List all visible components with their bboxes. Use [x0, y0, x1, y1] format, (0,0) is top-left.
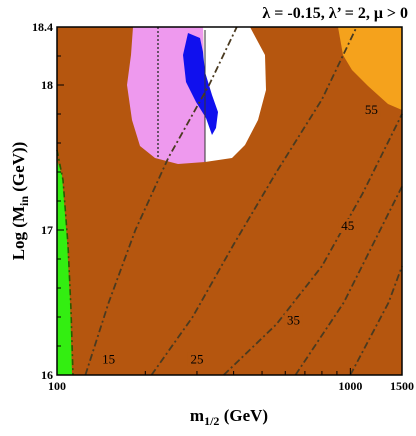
- chart-title: λ = -0.15, λ’ = 2, μ > 0: [262, 5, 408, 22]
- y-tick-label: 18.4: [32, 20, 53, 34]
- green-strip: [57, 160, 72, 375]
- contour-label-bg: [187, 352, 206, 367]
- contour-label-45: 45: [341, 218, 354, 233]
- contour-label-bg: [338, 219, 357, 233]
- x-axis-title-main: m: [190, 406, 204, 425]
- y-tick-label: 16: [41, 368, 53, 382]
- contour-label-bg: [362, 103, 381, 117]
- contour-label-15: 15: [102, 351, 115, 366]
- x-axis-title-sub: 1/2: [204, 414, 219, 428]
- y-axis-title-unit: (GeV)): [9, 142, 28, 196]
- y-axis-title-main: Log (M: [9, 206, 28, 260]
- contour-line-25: [150, 26, 358, 376]
- x-axis-title: m1/2 (GeV): [190, 406, 268, 428]
- orange-region: [338, 27, 402, 110]
- x-axis-ticks: 100 1000 1500: [48, 368, 414, 393]
- contour-line-45: [294, 186, 403, 376]
- y-axis-ticks: 16 17 18 18.4: [32, 20, 64, 382]
- contour-line-55: [349, 265, 403, 376]
- x-axis-title-unit: (GeV): [219, 406, 268, 425]
- y-tick-label: 17: [41, 223, 53, 237]
- contour-lines: [84, 26, 403, 376]
- contour-label-bg: [99, 352, 118, 367]
- plot-area: 15 25 35 45 55: [56, 26, 403, 376]
- blue-region: [183, 33, 218, 135]
- x-tick-label: 100: [48, 379, 66, 393]
- y-tick-label: 18: [41, 78, 53, 92]
- y-axis-title: Log (Min (GeV)): [9, 142, 31, 261]
- green-strip-edge: [56, 149, 74, 376]
- contour-label-55: 55: [365, 102, 378, 117]
- x-tick-label: 1000: [338, 379, 362, 393]
- contour-label-25: 25: [190, 351, 203, 366]
- x-tick-label: 1500: [390, 379, 414, 393]
- contour-line-35: [223, 113, 403, 376]
- white-region: [203, 27, 266, 162]
- contour-label-bg: [284, 313, 303, 328]
- y-axis-title-sub: in: [17, 196, 31, 206]
- contour-line-15: [84, 26, 238, 376]
- contour-labels: 15 25 35 45 55: [99, 102, 381, 367]
- contour-label-35: 35: [287, 312, 300, 327]
